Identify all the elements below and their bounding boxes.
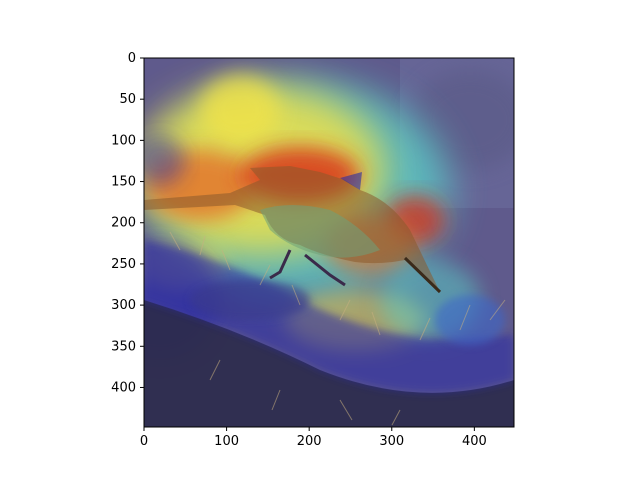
x-tick-label: 200 [297, 434, 322, 449]
y-tick-label: 100 [111, 133, 136, 148]
y-tick-label: 50 [119, 92, 136, 107]
y-tick-label: 300 [111, 298, 136, 313]
x-tick-label: 400 [462, 434, 487, 449]
x-tick-label: 300 [379, 434, 404, 449]
y-tick-label: 350 [111, 339, 136, 354]
x-tick-label: 100 [214, 434, 239, 449]
y-tick-label: 250 [111, 257, 136, 272]
x-tick-label: 0 [140, 434, 148, 449]
plot-frame [143, 57, 515, 428]
bird [144, 166, 442, 294]
y-tick-label: 0 [128, 51, 136, 66]
y-axis: 0 50 100 150 200 250 300 350 400 [111, 51, 144, 395]
y-tick-label: 200 [111, 216, 136, 231]
x-axis: 0 100 200 300 400 [140, 427, 487, 449]
y-tick-label: 150 [111, 175, 136, 190]
cactus-branch [144, 231, 514, 427]
y-tick-label: 400 [111, 380, 136, 395]
overlay-image [144, 58, 514, 427]
